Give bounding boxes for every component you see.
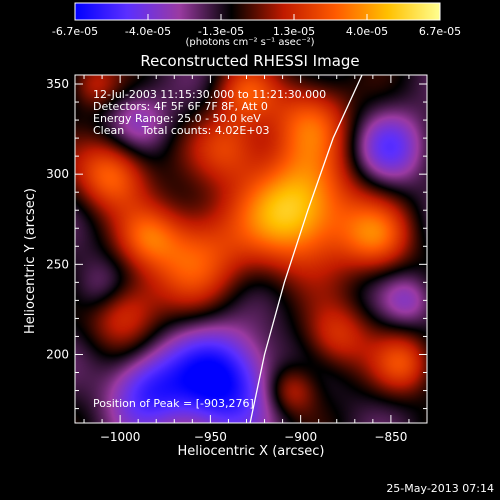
y-tick-label: 300	[46, 167, 69, 181]
x-tick-label: −1000	[100, 430, 141, 444]
colorbar-units: (photons cm⁻² s⁻¹ asec⁻²)	[185, 37, 315, 48]
annotation-clean-counts: Clean Total counts: 4.02E+03	[93, 124, 270, 137]
heatmap-image	[75, 75, 427, 423]
colorbar-tick-label: -4.0e-05	[125, 25, 171, 38]
annotation-detectors: Detectors: 4F 5F 6F 7F 8F, Att 0	[93, 100, 268, 113]
colorbar-tick-label: -6.7e-05	[52, 25, 98, 38]
solar-limb-line	[249, 74, 363, 424]
y-tick-label: 200	[46, 347, 69, 361]
colorbar-gradient	[74, 2, 441, 21]
y-tick-label: 250	[46, 257, 69, 271]
colorbar: -6.7e-05 -4.0e-05 -1.3e-05 1.3e-05 4.0e-05 6.…	[52, 2, 461, 38]
colorbar-tick-label: 1.3e-05	[273, 25, 315, 38]
y-axis-label: Heliocentric Y (arcsec)	[23, 188, 38, 334]
colorbar-tick-label: 4.0e-05	[346, 25, 388, 38]
annotation-energy-range: Energy Range: 25.0 - 50.0 keV	[93, 112, 261, 125]
x-tick-label: −850	[374, 430, 407, 444]
x-axis-label: Heliocentric X (arcsec)	[177, 444, 325, 459]
plot-frame	[74, 74, 428, 424]
annotation-block: 12-Jul-2003 11:15:30.000 to 11:21:30.000…	[93, 89, 326, 136]
annotation-time-range: 12-Jul-2003 11:15:30.000 to 11:21:30.000	[93, 88, 327, 101]
colorbar-tick-label: 6.7e-05	[419, 25, 461, 38]
timestamp: 25-May-2013 07:14	[386, 482, 494, 495]
colorbar-tick-label: -1.3e-05	[198, 25, 244, 38]
x-tick-label: −900	[284, 430, 317, 444]
axes: −1000 −950 −900 −850 200 250 300 350	[46, 75, 428, 444]
chart-title: Reconstructed RHESSI Image	[140, 52, 360, 70]
colorbar-ticks: -6.7e-05 -4.0e-05 -1.3e-05 1.3e-05 4.0e-05 6.…	[52, 14, 461, 38]
x-tick-label: −950	[194, 430, 227, 444]
peak-position-label: Position of Peak = [-903,276]	[93, 397, 254, 410]
y-tick-label: 350	[46, 77, 69, 91]
